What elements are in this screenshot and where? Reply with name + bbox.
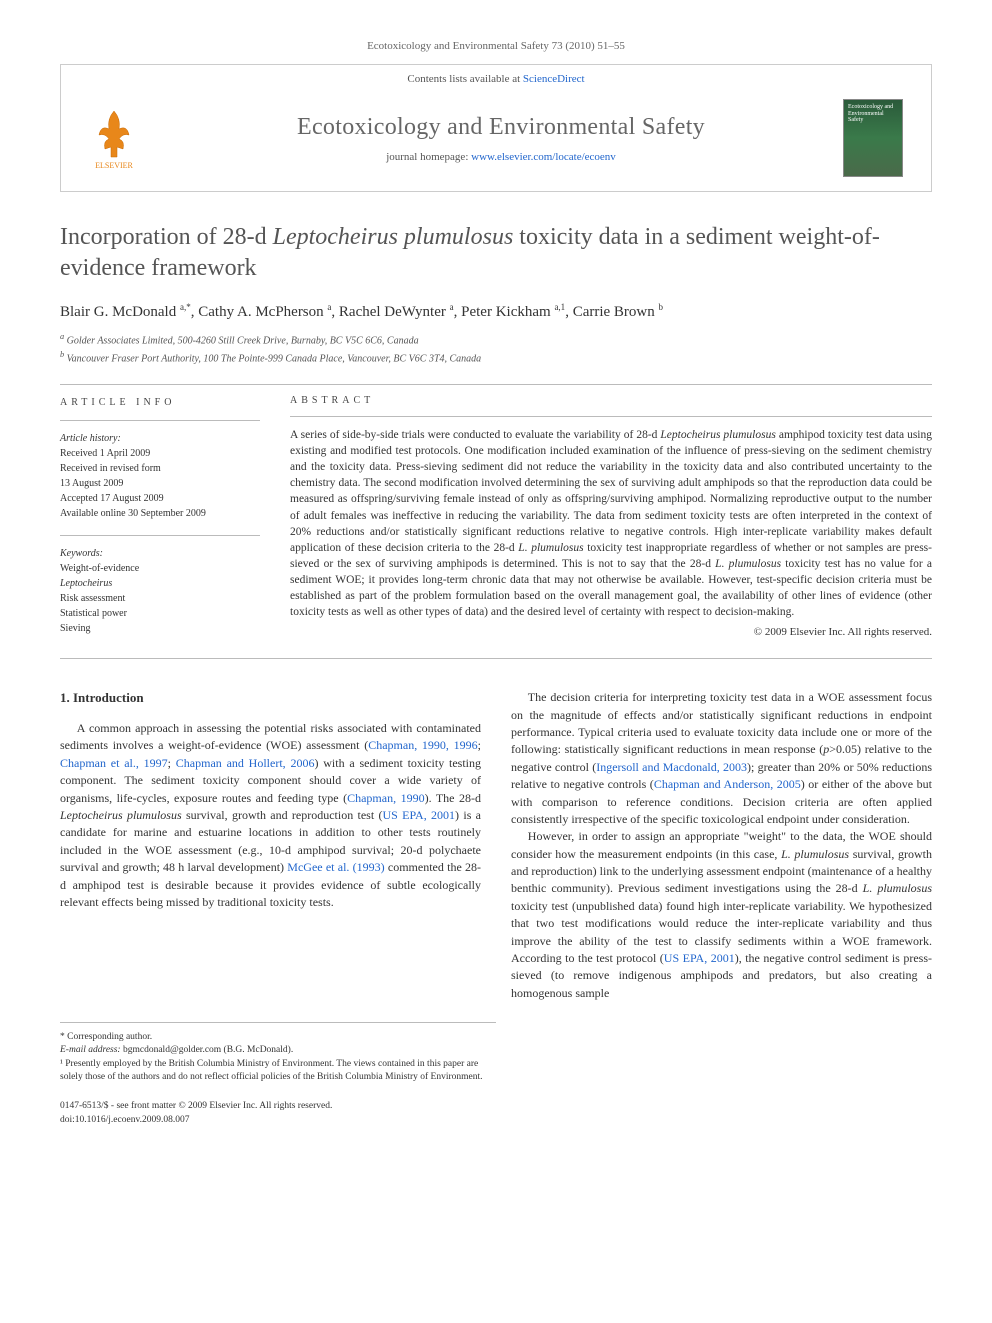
- footer-row: 0147-6513/$ - see front matter © 2009 El…: [60, 1100, 932, 1127]
- abstract-rule: [290, 416, 932, 417]
- history-label: Article history:: [60, 431, 260, 446]
- intro-para-1: A common approach in assessing the poten…: [60, 720, 481, 911]
- email-label: E-mail address:: [60, 1045, 123, 1055]
- body-columns: 1. Introduction A common approach in ass…: [60, 689, 932, 1002]
- footnote-1: ¹ Presently employed by the British Colu…: [60, 1058, 496, 1085]
- authors-line: Blair G. McDonald a,*, Cathy A. McPherso…: [60, 302, 932, 321]
- email-link[interactable]: bgmcdonald@golder.com: [123, 1045, 221, 1055]
- abstract-heading: ABSTRACT: [290, 395, 932, 406]
- issn-line: 0147-6513/$ - see front matter © 2009 El…: [60, 1100, 932, 1113]
- keywords-label: Keywords:: [60, 546, 260, 561]
- email-line: E-mail address: bgmcdonald@golder.com (B…: [60, 1044, 496, 1057]
- journal-cover-thumb: Ecotoxicology and Environmental Safety: [843, 99, 903, 177]
- contents-prefix: Contents lists available at: [407, 73, 522, 85]
- journal-row: ELSEVIER Ecotoxicology and Environmental…: [61, 89, 931, 191]
- history-line: Available online 30 September 2009: [60, 506, 260, 521]
- journal-title-cell: Ecotoxicology and Environmental Safety j…: [159, 114, 843, 163]
- keyword: Weight-of-evidence: [60, 561, 260, 576]
- intro-para-2: The decision criteria for interpreting t…: [511, 689, 932, 828]
- keyword: Sieving: [60, 621, 260, 636]
- article-info: ARTICLE INFO Article history: Received 1…: [60, 395, 260, 638]
- section-1-heading: 1. Introduction: [60, 689, 481, 708]
- homepage-line: journal homepage: www.elsevier.com/locat…: [159, 151, 843, 163]
- history-line: Accepted 17 August 2009: [60, 491, 260, 506]
- right-column: The decision criteria for interpreting t…: [511, 689, 932, 1002]
- divider-top: [60, 384, 932, 385]
- email-suffix: (B.G. McDonald).: [221, 1045, 293, 1055]
- divider-bottom: [60, 658, 932, 659]
- citation-line: Ecotoxicology and Environmental Safety 7…: [60, 40, 932, 52]
- history-line: Received in revised form: [60, 461, 260, 476]
- affiliations: a Golder Associates Limited, 500-4260 St…: [60, 331, 932, 366]
- homepage-link[interactable]: www.elsevier.com/locate/ecoenv: [471, 151, 616, 163]
- abstract-text: A series of side-by-side trials were con…: [290, 427, 932, 620]
- abstract-column: ABSTRACT A series of side-by-side trials…: [290, 395, 932, 638]
- publisher-logo-cell: ELSEVIER: [79, 101, 159, 175]
- journal-header-box: Contents lists available at ScienceDirec…: [60, 64, 932, 192]
- keyword: Risk assessment: [60, 591, 260, 606]
- title-species: Leptocheirus plumulosus: [273, 224, 514, 250]
- sciencedirect-link[interactable]: ScienceDirect: [523, 73, 585, 85]
- affiliation-b: b Vancouver Fraser Port Authority, 100 T…: [60, 349, 932, 366]
- keyword: Statistical power: [60, 606, 260, 621]
- elsevier-tree-icon: ELSEVIER: [79, 101, 149, 171]
- publisher-name: ELSEVIER: [95, 161, 133, 170]
- footnotes: * Corresponding author. E-mail address: …: [60, 1022, 496, 1084]
- article-info-heading: ARTICLE INFO: [60, 395, 260, 410]
- affiliation-a: a Golder Associates Limited, 500-4260 St…: [60, 331, 932, 348]
- info-abstract-row: ARTICLE INFO Article history: Received 1…: [60, 395, 932, 638]
- corresponding-author: * Corresponding author.: [60, 1031, 496, 1044]
- title-pre: Incorporation of 28-d: [60, 224, 273, 250]
- contents-bar: Contents lists available at ScienceDirec…: [61, 65, 931, 89]
- cover-cell: Ecotoxicology and Environmental Safety: [843, 99, 913, 177]
- journal-title: Ecotoxicology and Environmental Safety: [159, 114, 843, 141]
- keywords-block: Keywords: Weight-of-evidence Leptocheiru…: [60, 535, 260, 636]
- homepage-prefix: journal homepage:: [386, 151, 471, 163]
- info-rule-1: [60, 420, 260, 421]
- keyword: Leptocheirus: [60, 576, 260, 591]
- left-column: 1. Introduction A common approach in ass…: [60, 689, 481, 1002]
- history-line: Received 1 April 2009: [60, 446, 260, 461]
- doi-line: doi:10.1016/j.ecoenv.2009.08.007: [60, 1114, 932, 1127]
- info-rule-2: [60, 535, 260, 536]
- abstract-copyright: © 2009 Elsevier Inc. All rights reserved…: [290, 626, 932, 638]
- history-line: 13 August 2009: [60, 476, 260, 491]
- cover-label: Ecotoxicology and Environmental Safety: [848, 104, 898, 124]
- intro-para-3: However, in order to assign an appropria…: [511, 828, 932, 1002]
- article-title: Incorporation of 28-d Leptocheirus plumu…: [60, 222, 932, 284]
